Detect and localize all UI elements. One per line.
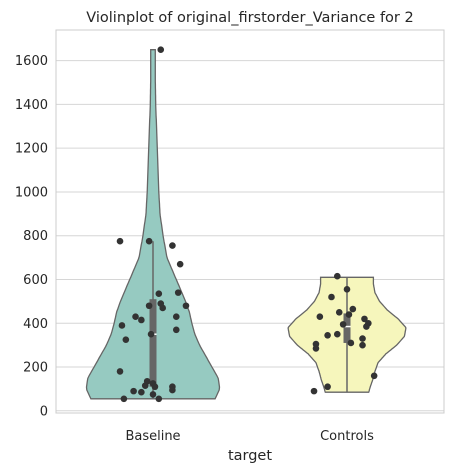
point-controls-6 bbox=[316, 313, 324, 321]
point-controls-16 bbox=[312, 345, 320, 352]
point-baseline-16 bbox=[147, 330, 155, 338]
data-points bbox=[116, 46, 378, 403]
point-controls-18 bbox=[370, 372, 378, 380]
point-baseline-26 bbox=[138, 388, 145, 396]
y-tick-label-800: 800 bbox=[23, 229, 48, 244]
point-controls-0 bbox=[334, 272, 341, 280]
y-tick-label-1000: 1000 bbox=[15, 185, 48, 200]
point-controls-4 bbox=[335, 309, 343, 316]
point-baseline-7 bbox=[145, 302, 153, 310]
chart-title: Violinplot of original_firstorder_Varian… bbox=[86, 10, 413, 26]
point-baseline-10 bbox=[159, 304, 166, 312]
y-tick-label-0: 0 bbox=[40, 404, 48, 419]
point-controls-17 bbox=[359, 341, 366, 349]
y-tick-label-1200: 1200 bbox=[15, 142, 48, 157]
point-controls-5 bbox=[345, 311, 353, 318]
point-baseline-1 bbox=[116, 237, 124, 245]
point-baseline-6 bbox=[174, 289, 182, 296]
y-tick-labels: 0 200 400 600 800 1000 1200 1400 1600 bbox=[15, 54, 48, 419]
point-baseline-11 bbox=[132, 313, 139, 321]
point-controls-9 bbox=[339, 321, 347, 328]
point-baseline-15 bbox=[172, 326, 180, 334]
point-baseline-9 bbox=[182, 302, 190, 310]
point-baseline-27 bbox=[149, 391, 157, 398]
point-controls-3 bbox=[349, 305, 357, 313]
point-baseline-2 bbox=[145, 237, 153, 245]
point-controls-7 bbox=[361, 315, 368, 323]
y-tick-label-200: 200 bbox=[23, 361, 48, 376]
point-controls-13 bbox=[359, 335, 366, 342]
point-baseline-18 bbox=[116, 368, 124, 375]
point-controls-19 bbox=[324, 383, 331, 391]
iqr-box-controls bbox=[343, 313, 351, 343]
point-controls-15 bbox=[347, 339, 355, 347]
point-baseline-3 bbox=[169, 242, 176, 249]
point-baseline-4 bbox=[176, 260, 184, 268]
point-baseline-25 bbox=[169, 386, 176, 394]
point-baseline-21 bbox=[141, 382, 149, 389]
point-baseline-24 bbox=[130, 387, 137, 395]
point-baseline-5 bbox=[155, 290, 163, 298]
y-tick-label-400: 400 bbox=[23, 317, 48, 332]
point-controls-12 bbox=[334, 330, 341, 338]
y-tick-label-600: 600 bbox=[23, 273, 48, 288]
x-tick-labels: Baseline Controls bbox=[125, 429, 374, 444]
x-tick-label-controls: Controls bbox=[320, 429, 374, 444]
iqr-box-baseline bbox=[149, 299, 157, 387]
x-axis-label: target bbox=[228, 448, 272, 464]
y-tick-label-1400: 1400 bbox=[15, 98, 48, 113]
point-controls-1 bbox=[343, 286, 351, 293]
plot-frame bbox=[55, 29, 445, 414]
x-tick-label-baseline: Baseline bbox=[125, 429, 180, 444]
y-tick-label-1600: 1600 bbox=[15, 54, 48, 69]
point-baseline-12 bbox=[172, 313, 180, 321]
point-controls-11 bbox=[324, 332, 331, 339]
point-baseline-28 bbox=[120, 395, 128, 403]
violin-baseline bbox=[85, 49, 221, 400]
point-baseline-17 bbox=[122, 336, 130, 343]
point-controls-20 bbox=[310, 387, 318, 395]
point-baseline-13 bbox=[138, 316, 145, 324]
point-controls-10 bbox=[363, 323, 370, 330]
point-baseline-0 bbox=[157, 46, 165, 53]
point-baseline-29 bbox=[155, 395, 163, 403]
point-controls-2 bbox=[328, 293, 335, 301]
violins bbox=[85, 49, 407, 400]
point-baseline-22 bbox=[151, 383, 159, 391]
point-baseline-14 bbox=[118, 322, 126, 329]
